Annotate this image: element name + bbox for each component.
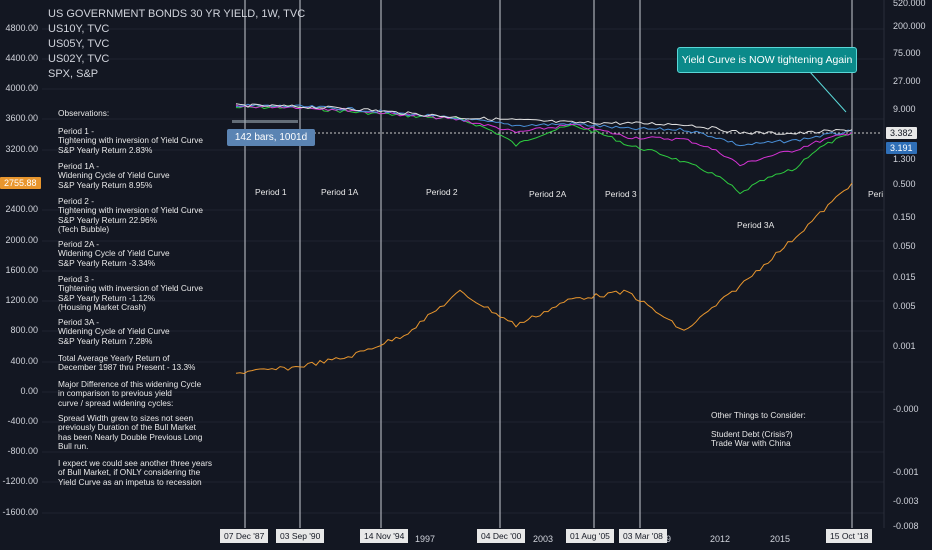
note-observations: Observations: <box>58 108 110 118</box>
gridlines <box>42 28 884 514</box>
x-date-marker: 04 Dec '00 <box>477 529 526 543</box>
note-major-difference: Major Difference of this widening Cycle … <box>58 379 202 408</box>
y-right-tick: 0.005 <box>893 301 916 311</box>
us30y-badge: 3.382 <box>886 127 917 139</box>
note-other-things: Other Things to Consider: <box>711 410 806 420</box>
note-period-1: Period 1 - Tightening with inversion of … <box>58 126 203 155</box>
period-label-2: Period 2 <box>426 187 458 197</box>
y-right-tick: 1.300 <box>893 154 916 164</box>
y-left-tick: 400.00 <box>10 356 38 366</box>
note-total-return: Total Average Yearly Return of December … <box>58 353 196 373</box>
y-left-tick: 1600.00 <box>5 265 38 275</box>
spx-price-badge: 2755.88 <box>0 177 41 189</box>
x-date-marker: 14 Nov '94 <box>360 529 409 543</box>
y-right-tick: 9.000 <box>893 104 916 114</box>
y-left-tick: 3600.00 <box>5 113 38 123</box>
series-lines <box>235 103 853 375</box>
period-dividers <box>244 0 853 528</box>
y-left-tick: 0.00 <box>20 386 38 396</box>
note-expectation: I expect we could see another three year… <box>58 458 213 487</box>
period-label-1: Period 1 <box>255 187 287 197</box>
y-right-tick: 75.000 <box>893 48 921 58</box>
yield-curve-callout[interactable]: Yield Curve is NOW tightening Again <box>677 47 857 73</box>
legend-spx: SPX, S&P <box>48 68 99 80</box>
y-left-tick: 4800.00 <box>5 23 38 33</box>
legend-us02y: US02Y, TVC <box>48 53 110 65</box>
note-period-2a: Period 2A - Widening Cycle of Yield Curv… <box>58 239 170 268</box>
period-label-3: Period 3 <box>605 189 637 199</box>
y-left-tick: 2000.00 <box>5 235 38 245</box>
y-left-tick: 3200.00 <box>5 144 38 154</box>
y-left-tick: -1600.00 <box>2 507 38 517</box>
x-date-marker: 01 Aug '05 <box>566 529 614 543</box>
y-right-tick: -0.008 <box>893 521 919 531</box>
y-right-tick: 0.500 <box>893 179 916 189</box>
x-axis-label: 2012 <box>710 534 731 544</box>
series-line-us-government-bonds-30-yr-yield <box>235 103 853 135</box>
y-left-tick: 2400.00 <box>5 204 38 214</box>
note-debt-trade: Student Debt (Crisis?) Trade War with Ch… <box>711 429 793 449</box>
y-left-tick: 800.00 <box>10 325 38 335</box>
legend-us10y: US10Y, TVC <box>48 23 110 35</box>
note-period-3: Period 3 - Tightening with inversion of … <box>58 274 203 313</box>
measure-bar <box>232 120 298 123</box>
series-line-spx <box>235 182 853 375</box>
x-axis-label: 2003 <box>533 534 554 544</box>
y-left-tick: -800.00 <box>7 446 38 456</box>
y-left-tick: 4000.00 <box>5 83 38 93</box>
measure-tag: 142 bars, 1001d <box>227 129 315 146</box>
series-line-us10y <box>235 103 853 147</box>
y-left-tick: -400.00 <box>7 416 38 426</box>
y-right-tick: 200.000 <box>893 21 926 31</box>
series-line-us02y <box>235 105 853 195</box>
period-label-2a: Period 2A <box>529 189 567 199</box>
y-right-tick: 0.015 <box>893 272 916 282</box>
series-line-us05y <box>235 104 853 167</box>
y-right-tick: -0.003 <box>893 496 919 506</box>
x-date-marker: 03 Mar '08 <box>619 529 667 543</box>
legend-us05y: US05Y, TVC <box>48 38 110 50</box>
y-right-tick: 0.150 <box>893 212 916 222</box>
period-label-4: Peri <box>868 189 884 199</box>
y-right-tick: -0.000 <box>893 404 919 414</box>
x-date-marker: 15 Oct '18 <box>826 529 873 543</box>
x-date-marker: 07 Dec '87 <box>220 529 269 543</box>
callout-pointer <box>809 71 847 113</box>
note-period-1a: Period 1A - Widening Cycle of Yield Curv… <box>58 161 170 190</box>
note-period-2: Period 2 - Tightening with inversion of … <box>58 196 203 235</box>
y-right-tick: 0.050 <box>893 241 916 251</box>
y-left-tick: -1200.00 <box>2 476 38 486</box>
y-right-tick: -0.001 <box>893 467 919 477</box>
y-left-tick: 1200.00 <box>5 295 38 305</box>
legend-title: US GOVERNMENT BONDS 30 YR YIELD, 1W, TVC <box>48 8 306 20</box>
period-label-3a: Period 3A <box>737 220 775 230</box>
x-axis-label: 1997 <box>415 534 436 544</box>
y-right-tick: 520.000 <box>893 0 926 8</box>
period-label-1a: Period 1A <box>321 187 359 197</box>
note-spread-width: Spread Width grew to sizes not seen prev… <box>58 413 203 452</box>
y-right-tick: 27.000 <box>893 76 921 86</box>
x-date-marker: 03 Sep '90 <box>276 529 325 543</box>
note-period-3a: Period 3A - Widening Cycle of Yield Curv… <box>58 317 170 346</box>
y-right-tick: 0.001 <box>893 341 916 351</box>
us10y-badge: 3.191 <box>886 142 917 154</box>
y-left-tick: 4400.00 <box>5 53 38 63</box>
x-axis-label: 2015 <box>770 534 791 544</box>
